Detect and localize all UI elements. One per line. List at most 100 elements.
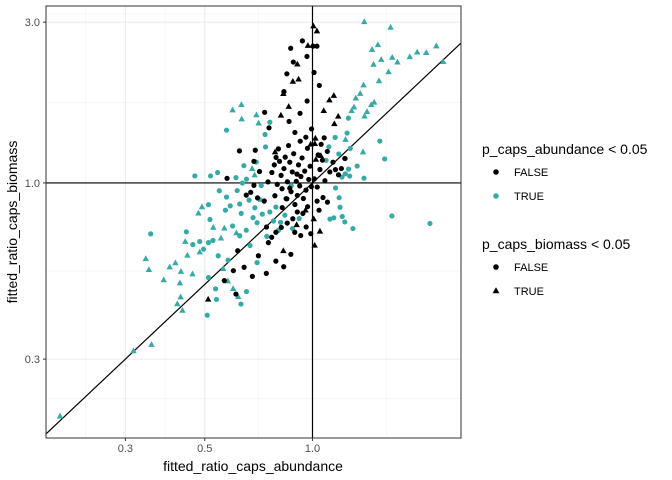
- data-point-triangle-130: [439, 58, 447, 65]
- data-point-circle-185: [305, 204, 311, 210]
- data-point-circle-208: [314, 198, 320, 204]
- data-point-circle-35: [222, 207, 229, 213]
- data-point-circle-103: [354, 163, 360, 169]
- legend-title-0: p_caps_abundance < 0.05: [482, 141, 648, 157]
- y-axis-ticks: 0.3 1.0 3.0: [25, 17, 46, 366]
- data-point-triangle-278: [293, 221, 300, 228]
- y-tick-label-1: 1.0: [25, 178, 40, 190]
- data-point-circle-99: [347, 173, 353, 179]
- data-point-triangle-263: [277, 111, 285, 118]
- data-point-circle-178: [300, 195, 306, 202]
- data-point-circle-104: [361, 175, 367, 181]
- data-point-triangle-1: [130, 347, 137, 354]
- data-point-circle-187: [294, 209, 300, 215]
- x-axis-title: fitted_ratio_caps_abundance: [163, 458, 343, 474]
- data-point-circle-153: [269, 169, 275, 176]
- data-point-circle-180: [303, 187, 309, 193]
- data-point-circle-174: [295, 162, 302, 168]
- data-point-triangle-82: [255, 119, 262, 126]
- data-point-circle-89: [282, 212, 288, 218]
- data-point-circle-133: [377, 138, 383, 144]
- data-point-circle-143: [296, 215, 302, 222]
- data-point-circle-189: [284, 220, 290, 226]
- data-point-triangle-268: [334, 112, 342, 119]
- data-point-circle-167: [287, 159, 293, 165]
- data-point-circle-203: [324, 148, 330, 155]
- data-point-circle-36: [223, 194, 230, 200]
- data-point-triangle-124: [388, 54, 396, 60]
- data-point-triangle-280: [204, 295, 212, 302]
- x-axis-ticks: 0.3 0.5 1.0: [118, 438, 320, 455]
- data-point-circle-49: [252, 205, 258, 211]
- data-point-circle-96: [332, 185, 339, 191]
- data-point-circle-155: [272, 193, 278, 199]
- x-tick-label-0: 0.3: [118, 443, 133, 455]
- data-point-circle-20: [200, 246, 207, 252]
- data-point-circle-73: [241, 163, 247, 169]
- data-point-circle-159: [276, 158, 283, 164]
- data-point-triangle-15: [189, 270, 196, 277]
- data-point-triangle-110: [350, 103, 358, 110]
- data-point-circle-45: [243, 227, 249, 233]
- data-point-circle-202: [322, 178, 328, 184]
- data-point-triangle-4: [142, 255, 149, 262]
- data-point-circle-224: [299, 38, 305, 44]
- data-point-circle-234: [262, 109, 268, 115]
- data-point-circle-64: [238, 301, 244, 307]
- data-point-triangle-9: [176, 279, 184, 286]
- data-point-triangle-255: [310, 22, 317, 29]
- data-point-circle-231: [288, 251, 294, 257]
- y-tick-label-2: 3.0: [25, 17, 40, 29]
- data-point-circle-25: [210, 237, 216, 244]
- data-point-triangle-27: [210, 223, 217, 230]
- data-point-circle-138: [332, 134, 338, 140]
- data-point-circle-216: [286, 118, 292, 125]
- data-point-circle-239: [332, 167, 339, 173]
- data-point-triangle-276: [316, 227, 324, 234]
- data-point-circle-147: [248, 189, 254, 195]
- data-point-circle-209: [316, 207, 322, 213]
- data-point-triangle-269: [311, 140, 319, 147]
- data-point-triangle-259: [289, 78, 297, 84]
- data-point-circle-182: [306, 176, 312, 183]
- data-point-triangle-274: [302, 206, 309, 213]
- data-point-triangle-75: [251, 171, 258, 178]
- data-point-triangle-261: [280, 90, 287, 97]
- data-point-circle-67: [212, 286, 219, 292]
- data-point-triangle-60: [219, 265, 227, 271]
- data-point-circle-162: [281, 165, 287, 172]
- data-point-circle-228: [316, 82, 322, 89]
- data-point-triangle-105: [359, 148, 367, 155]
- legend-key-0-0: [493, 169, 499, 175]
- legend-label-1-1: TRUE: [514, 286, 544, 298]
- data-point-circle-85: [262, 131, 268, 138]
- data-point-circle-30: [207, 173, 214, 179]
- data-point-circle-100: [345, 166, 352, 172]
- data-point-circle-200: [317, 166, 323, 173]
- data-point-circle-43: [234, 187, 240, 194]
- data-point-circle-44: [239, 180, 246, 186]
- data-point-circle-237: [243, 192, 249, 198]
- data-point-circle-28: [205, 202, 212, 208]
- data-point-triangle-258: [294, 60, 301, 67]
- data-point-circle-197: [308, 231, 314, 237]
- data-point-circle-19: [197, 238, 203, 245]
- data-point-circle-149: [254, 195, 261, 201]
- data-point-circle-194: [292, 229, 298, 235]
- data-point-triangle-272: [317, 152, 325, 159]
- data-point-circle-183: [307, 163, 313, 169]
- data-point-circle-5: [148, 231, 154, 237]
- data-point-circle-57: [273, 204, 279, 210]
- y-tick-label-0: 0.3: [25, 354, 40, 366]
- data-point-triangle-262: [285, 103, 292, 109]
- data-point-triangle-266: [320, 107, 327, 113]
- data-point-circle-145: [224, 175, 230, 181]
- data-point-triangle-79: [238, 101, 245, 108]
- data-point-circle-201: [319, 157, 326, 163]
- data-point-circle-46: [247, 242, 253, 249]
- data-point-circle-154: [271, 162, 277, 168]
- data-point-circle-137: [350, 225, 356, 232]
- data-point-circle-171: [292, 201, 298, 208]
- data-point-circle-215: [308, 126, 315, 132]
- data-point-triangle-34: [221, 224, 228, 231]
